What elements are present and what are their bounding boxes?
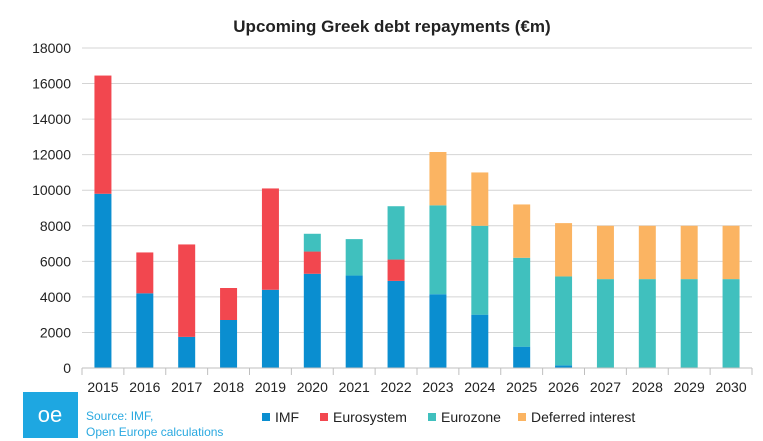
x-tick-label: 2016 [129, 379, 160, 395]
bar-eurosystem-2020 [303, 251, 321, 274]
logo-text: oe [38, 402, 62, 427]
bar-eurozone-2020 [303, 233, 321, 252]
bar-eurosystem-2018 [220, 288, 238, 320]
x-tick-label: 2021 [339, 379, 370, 395]
bar-eurozone-2023 [429, 205, 447, 295]
x-tick-label: 2022 [380, 379, 411, 395]
x-tick-label: 2015 [87, 379, 118, 395]
bar-eurosystem-2019 [261, 188, 279, 290]
y-tick-label: 6000 [40, 253, 71, 269]
y-tick-label: 4000 [40, 289, 71, 305]
bar-eurozone-2021 [345, 239, 363, 276]
y-tick-label: 14000 [32, 111, 71, 127]
legend-swatch [428, 413, 436, 421]
bar-imf-2019 [261, 289, 279, 368]
bar-imf-2015 [94, 193, 112, 368]
y-tick-label: 8000 [40, 218, 71, 234]
legend-swatch [518, 413, 526, 421]
chart-title: Upcoming Greek debt repayments (€m) [233, 17, 550, 36]
source-line-2: Open Europe calculations [86, 425, 223, 439]
bar-deferred-interest-2025 [513, 204, 531, 258]
x-tick-label: 2020 [297, 379, 328, 395]
bar-imf-2020 [303, 273, 321, 368]
bar-deferred-interest-2026 [555, 223, 573, 277]
bar-deferred-interest-2029 [680, 225, 698, 280]
x-tick-label: 2027 [590, 379, 621, 395]
x-tick-label: 2019 [255, 379, 286, 395]
legend-label: Deferred interest [531, 409, 635, 425]
y-tick-label: 2000 [40, 324, 71, 340]
bar-imf-2022 [387, 280, 405, 368]
x-tick-label: 2017 [171, 379, 202, 395]
legend-label: IMF [275, 409, 299, 425]
y-tick-label: 18000 [32, 40, 71, 56]
legend-label: Eurozone [441, 409, 501, 425]
bar-imf-2017 [178, 336, 196, 368]
bar-deferred-interest-2023 [429, 152, 447, 206]
legend-swatch [262, 413, 270, 421]
x-tick-label: 2024 [464, 379, 495, 395]
bar-imf-2026 [555, 365, 573, 368]
bar-deferred-interest-2030 [722, 225, 740, 280]
bar-imf-2021 [345, 275, 363, 368]
bar-imf-2016 [136, 293, 154, 368]
y-axis-ticks: 0 2000 4000 6000 8000 10000 12000 14000 16000 180… [32, 40, 71, 376]
legend: IMF Eurosystem Eurozone Deferred interest [262, 409, 635, 425]
x-tick-label: 2023 [422, 379, 453, 395]
x-axis-ticks: 2015 2016 2017 2018 2019 2020 2021 2022 2023 2024… [81, 368, 753, 395]
bar-imf-2018 [220, 320, 238, 368]
bar-imf-2023 [429, 294, 447, 368]
bar-eurozone-2026 [555, 276, 573, 366]
x-tick-label: 2018 [213, 379, 244, 395]
legend-swatch [320, 413, 328, 421]
bar-eurosystem-2022 [387, 259, 405, 281]
bar-eurozone-2025 [513, 257, 531, 347]
bar-eurosystem-2015 [94, 75, 112, 194]
x-tick-label: 2025 [506, 379, 537, 395]
bar-eurosystem-2017 [178, 244, 196, 337]
y-tick-label: 0 [63, 360, 71, 376]
x-tick-label: 2030 [715, 379, 746, 395]
bar-eurosystem-2016 [136, 252, 154, 294]
bars [94, 75, 740, 368]
bar-eurozone-2024 [471, 225, 489, 315]
y-tick-label: 12000 [32, 147, 71, 163]
bar-imf-2025 [513, 346, 531, 368]
bar-eurozone-2029 [680, 279, 698, 368]
bar-eurozone-2028 [638, 279, 656, 368]
bar-deferred-interest-2027 [596, 225, 614, 280]
logo: oe [23, 392, 78, 438]
bar-deferred-interest-2028 [638, 225, 656, 280]
source-line-1: Source: IMF, [86, 409, 153, 423]
bar-eurozone-2030 [722, 279, 740, 368]
y-tick-label: 16000 [32, 76, 71, 92]
bar-eurozone-2027 [596, 279, 614, 368]
bar-eurozone-2022 [387, 206, 405, 260]
bar-imf-2024 [471, 314, 489, 368]
y-tick-label: 10000 [32, 182, 71, 198]
x-tick-label: 2026 [548, 379, 579, 395]
x-tick-label: 2028 [632, 379, 663, 395]
x-tick-label: 2029 [674, 379, 705, 395]
legend-label: Eurosystem [333, 409, 407, 425]
bar-deferred-interest-2024 [471, 172, 489, 226]
